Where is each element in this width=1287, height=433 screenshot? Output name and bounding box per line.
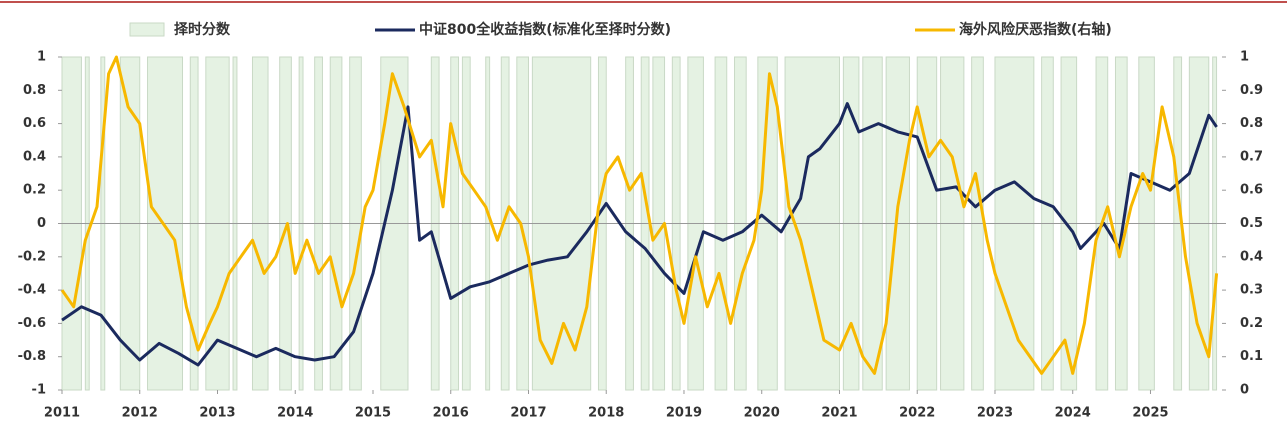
x-tick-label: 2011: [44, 406, 80, 421]
series-line: [60, 55, 1219, 375]
x-tick-label: 2017: [510, 406, 546, 421]
x-tick-label: 2012: [122, 406, 158, 421]
y2-tick-label: 0.6: [1240, 183, 1263, 198]
y-tick-label: 0: [37, 216, 46, 231]
y-tick-label: 0.4: [23, 149, 46, 164]
y2-tick-label: 0.3: [1240, 283, 1263, 298]
y2-tick-label: 0.2: [1240, 316, 1263, 331]
x-tick-label: 2025: [1132, 406, 1168, 421]
x-tick-label: 2019: [666, 406, 702, 421]
y-tick-label: 0.6: [23, 116, 46, 131]
x-tick-label: 2016: [433, 406, 469, 421]
x-tick-label: 2020: [744, 406, 780, 421]
legend-label: 择时分数: [174, 21, 231, 38]
y-tick-label: 0.8: [23, 83, 46, 98]
x-tick-label: 2018: [588, 406, 624, 421]
y-tick-label: -0.6: [18, 316, 46, 331]
y-tick-label: -0.4: [18, 283, 46, 298]
series-line: [61, 102, 1218, 367]
y-tick-label: -0.2: [18, 249, 46, 264]
x-tick-label: 2023: [977, 406, 1013, 421]
y2-tick-label: 1: [1240, 50, 1249, 65]
y2-tick-label: 0.7: [1240, 149, 1263, 164]
y-tick-label: -1: [32, 383, 46, 398]
legend-swatch: [129, 22, 165, 37]
y2-tick-label: 0.1: [1240, 349, 1263, 364]
y-tick-label: 1: [37, 50, 46, 65]
x-tick-label: 2024: [1055, 406, 1091, 421]
x-tick-label: 2014: [277, 406, 313, 421]
y2-tick-label: 0: [1240, 383, 1249, 398]
y2-tick-label: 0.8: [1240, 116, 1263, 131]
legend-label: 中证800全收益指数(标准化至择时分数): [419, 21, 671, 38]
x-tick-label: 2015: [355, 406, 391, 421]
x-tick-label: 2013: [199, 406, 235, 421]
legend-label: 海外风险厌恶指数(右轴): [959, 21, 1112, 38]
y2-tick-label: 0.9: [1240, 83, 1263, 98]
x-tick-label: 2021: [821, 406, 857, 421]
y2-tick-label: 0.5: [1240, 216, 1263, 231]
y-tick-label: 0.2: [23, 183, 46, 198]
y-tick-label: -0.8: [18, 349, 46, 364]
y2-tick-label: 0.4: [1240, 249, 1263, 264]
x-tick-label: 2022: [899, 406, 935, 421]
